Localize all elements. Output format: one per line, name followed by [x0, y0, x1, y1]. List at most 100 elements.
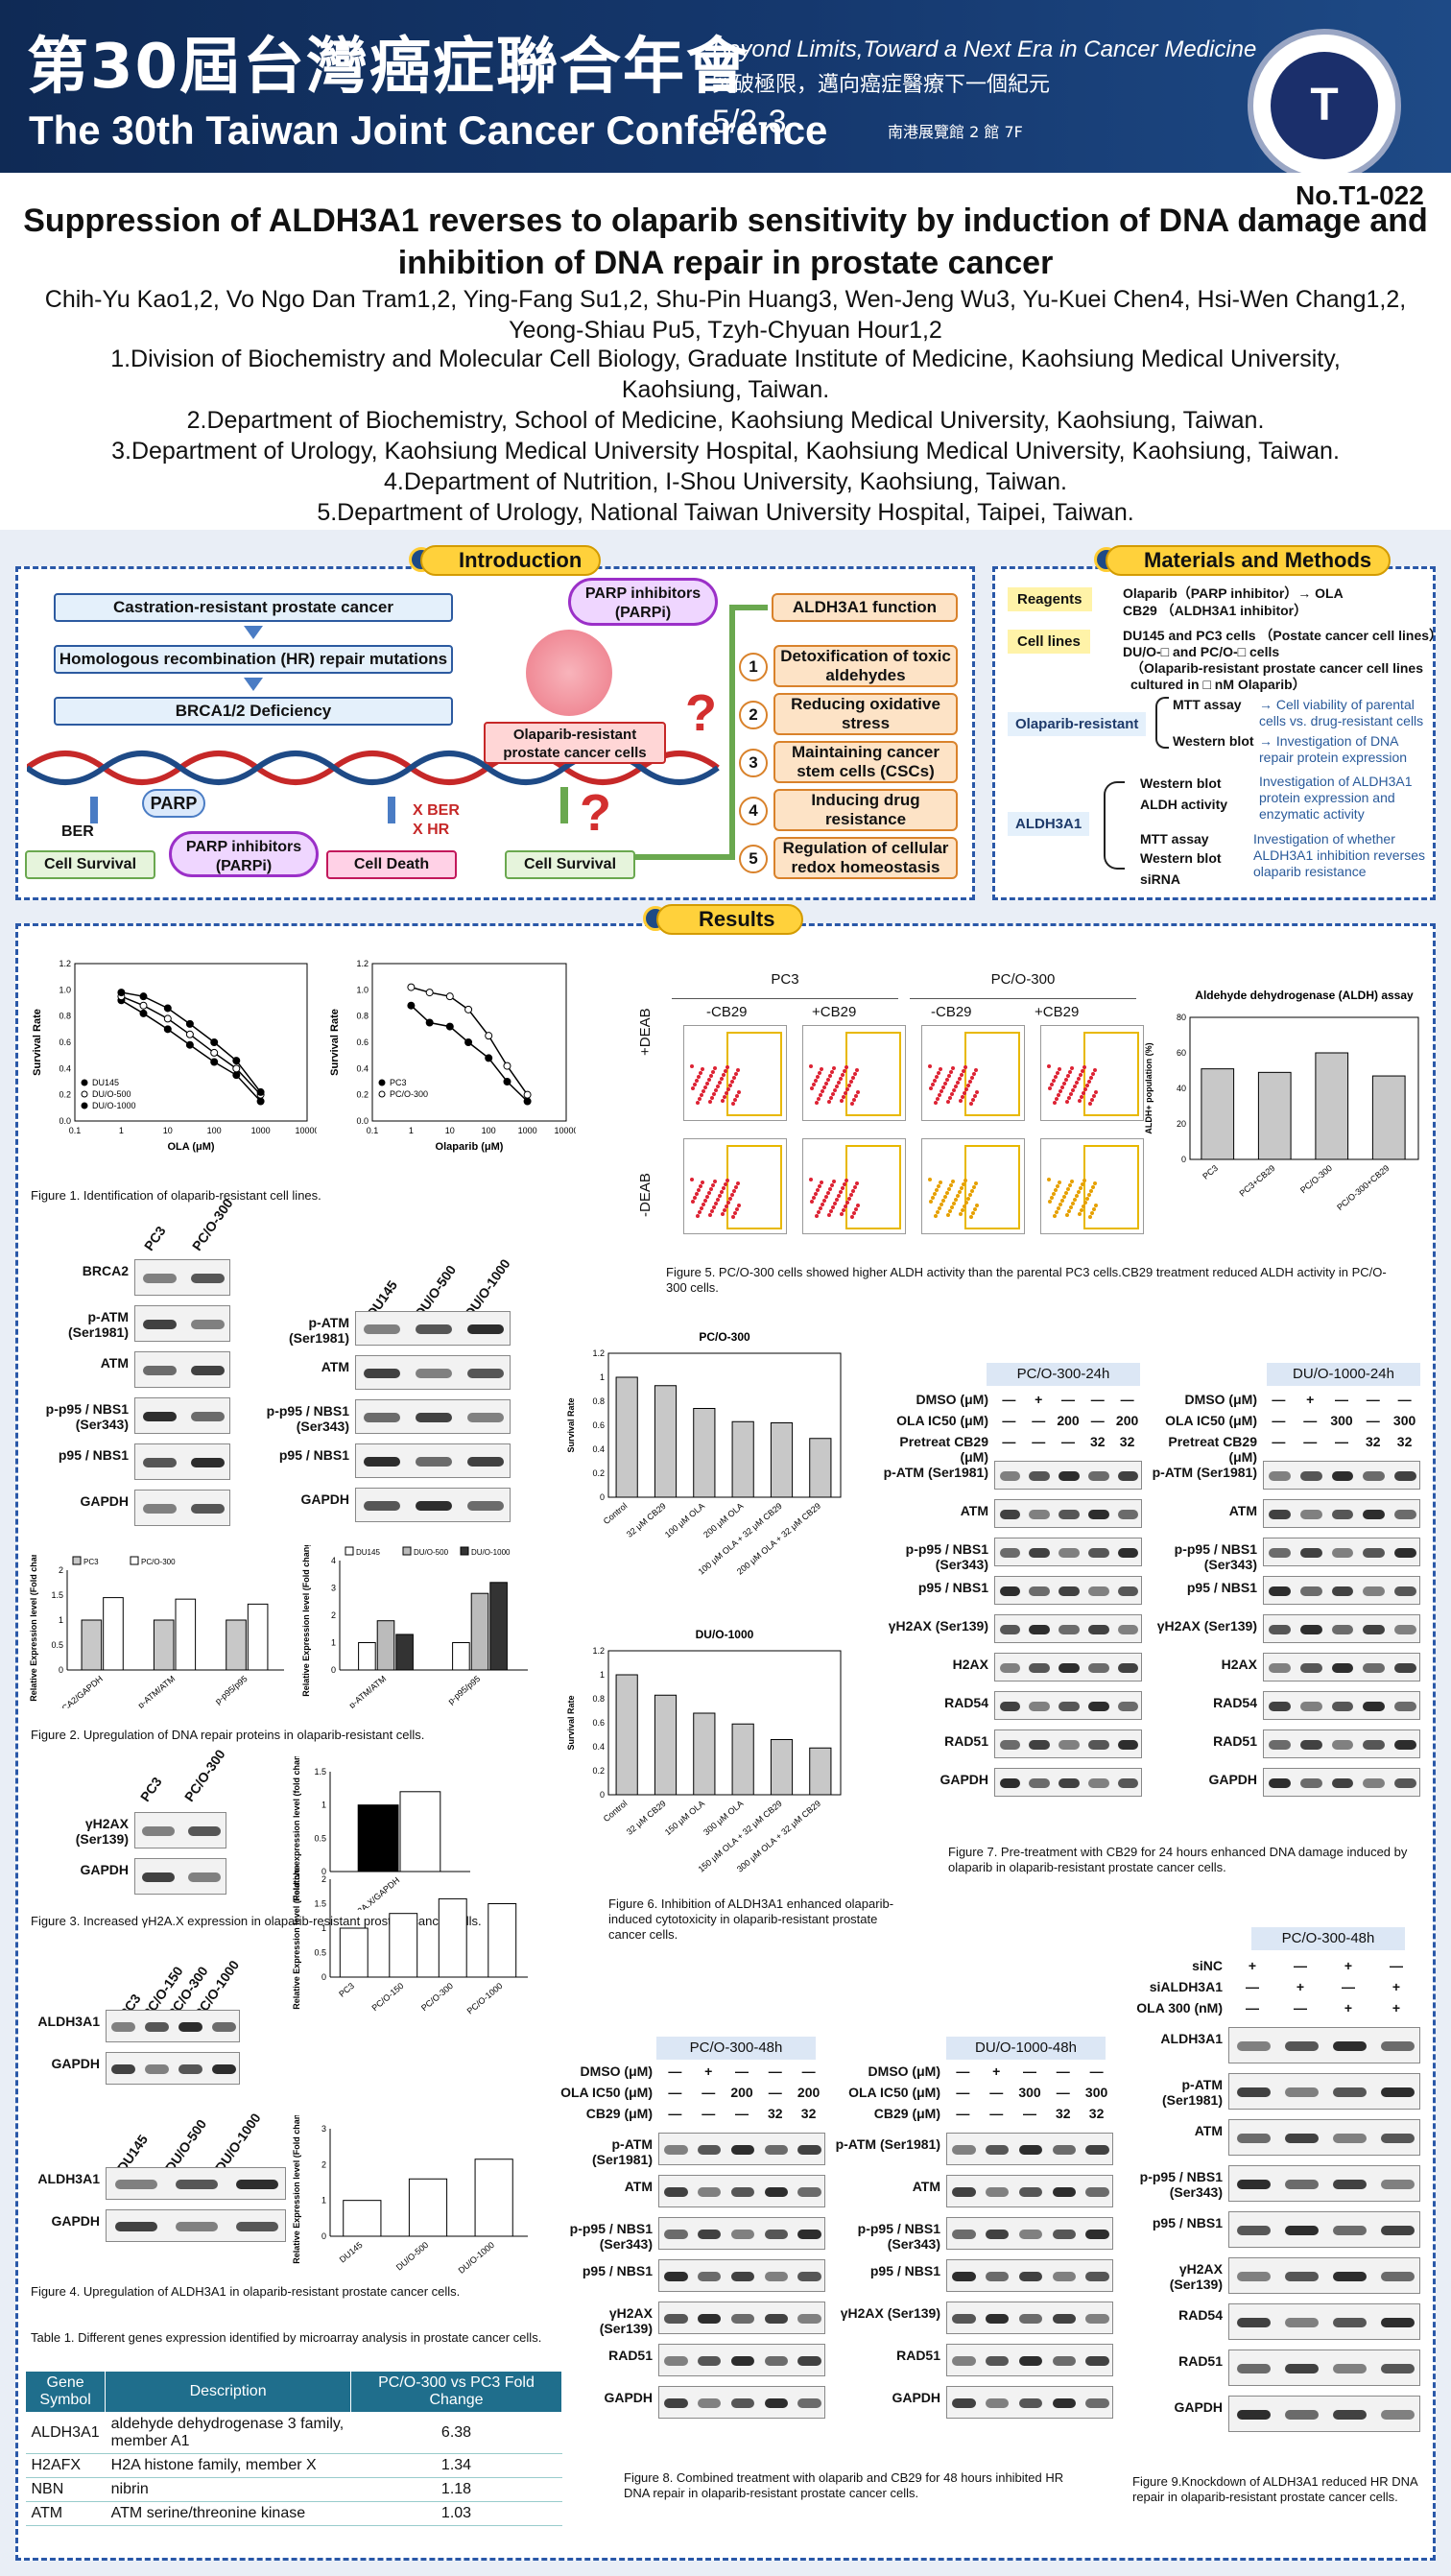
protein-band — [142, 1366, 177, 1375]
table-cell: H2AFX — [25, 2453, 106, 2478]
data-point — [139, 1001, 148, 1010]
figure-4d-chart: 0 1 2 3 Relative Expression level (Fold chan… — [292, 2115, 528, 2276]
event-dot — [716, 1198, 720, 1202]
blot-strip — [1228, 2119, 1420, 2156]
table-header: Gene Symbol — [24, 2371, 107, 2413]
protein-band — [1117, 1625, 1139, 1634]
y-tick-label: 80 — [1177, 1013, 1186, 1022]
protein-band — [698, 2187, 722, 2197]
title-block: No.T1-022 Suppression of ALDH3A1 reverse… — [0, 173, 1451, 530]
protein-band — [416, 1413, 452, 1422]
affiliation: 5.Department of Urology, National Taiwan… — [317, 499, 1134, 526]
event-dot — [939, 1067, 942, 1071]
x-tick-label: 32 μM CB29 — [625, 1501, 668, 1539]
conference-tagline-zh: 突破極限，邁向癌症醫療下一個紀元 — [712, 73, 1051, 97]
treatment-mark: + — [1344, 1958, 1353, 1973]
event-dot — [820, 1181, 823, 1184]
protein-band — [1052, 2230, 1076, 2239]
treatment-mark: — — [1334, 1392, 1348, 1407]
protein-band — [1052, 2272, 1076, 2281]
event-dot — [1056, 1071, 1059, 1075]
protein-band — [142, 1458, 177, 1467]
protein-band — [1363, 1625, 1386, 1634]
event-dot — [1093, 1068, 1097, 1072]
bar — [1201, 1068, 1235, 1160]
event-dot — [713, 1180, 717, 1183]
event-dot — [735, 1094, 739, 1098]
gate-box — [845, 1145, 901, 1229]
y-tick-label: 1.5 — [314, 1899, 326, 1909]
x-tick-label: p-p95/p95 — [446, 1674, 482, 1706]
event-dot — [711, 1183, 715, 1187]
table-cell: aldehyde dehydrogenase 3 family, member … — [105, 2412, 351, 2454]
event-dot — [1060, 1085, 1064, 1089]
y-tick-label: 60 — [1177, 1048, 1186, 1058]
event-dot — [691, 1086, 695, 1090]
x-tick-label: 100 — [482, 1126, 496, 1135]
event-dot — [1089, 1189, 1093, 1193]
event-dot — [847, 1197, 851, 1201]
poster-number: No.T1-022 — [1296, 180, 1424, 210]
x-tick-label: p-ATM/ATM — [347, 1674, 389, 1708]
table-cell: H2A histone family, member X — [105, 2453, 351, 2478]
event-dot — [1080, 1095, 1083, 1099]
event-dot — [724, 1069, 727, 1073]
y-tick-label: 1.2 — [592, 1348, 605, 1358]
protein-band — [1380, 2364, 1415, 2373]
event-dot — [819, 1093, 822, 1097]
protein-label: GAPDH — [1208, 1772, 1257, 1787]
bar — [809, 1747, 832, 1796]
protein-band — [467, 1413, 504, 1422]
event-dot — [810, 1086, 814, 1090]
protein-band — [797, 2145, 821, 2155]
blot-strip — [106, 2209, 286, 2242]
event-dot — [856, 1204, 860, 1207]
event-dot — [1093, 1181, 1097, 1185]
protein-band — [115, 2222, 158, 2231]
protein-band — [364, 1324, 400, 1334]
data-point — [407, 1001, 416, 1010]
protein-band — [1363, 1548, 1386, 1558]
y-tick-label: 1 — [321, 2196, 326, 2206]
protein-band — [1331, 1778, 1354, 1788]
figure-6-caption: Figure 6. Inhibition of ALDH3A1 enhanced… — [608, 1896, 894, 1942]
protein-band — [1059, 1663, 1080, 1673]
question-mark-icon: ? — [685, 684, 717, 742]
bar — [103, 1597, 124, 1671]
event-dot — [929, 1200, 933, 1204]
protein-band — [1088, 1510, 1109, 1519]
protein-label: p-p95 / NBS1 (Ser343) — [905, 1541, 988, 1572]
blot-strip — [134, 1812, 226, 1849]
y-tick-label: 0.2 — [356, 1090, 369, 1100]
event-dot — [1056, 1184, 1059, 1188]
event-dot — [948, 1209, 952, 1213]
protein-band — [1236, 2410, 1271, 2420]
protein-label: GAPDH — [1174, 2399, 1223, 2415]
protein-band — [1059, 1702, 1080, 1711]
figure-3-blot: γH2AX (Ser139) GAPDH — [38, 1812, 226, 1908]
data-point — [485, 1032, 493, 1040]
legend-label: DU/O-1000 — [471, 1548, 511, 1557]
plot-frame — [74, 963, 308, 1122]
y-tick-label: 1.5 — [314, 1767, 326, 1777]
protein-band — [1284, 2364, 1319, 2373]
protein-label: p-ATM (Ser1981) — [288, 1315, 349, 1346]
protein-band — [1394, 1625, 1417, 1634]
blot-strip — [1228, 2211, 1420, 2248]
blot-strip — [994, 1576, 1142, 1605]
treatment-label: OLA IC50 (μM) — [848, 2085, 940, 2100]
treatment-mark: + — [1392, 2000, 1401, 2015]
blot-strip — [946, 2175, 1113, 2207]
y-tick-label: 0.5 — [51, 1640, 63, 1650]
bar — [693, 1712, 716, 1796]
treatment-mark: 300 — [1084, 2085, 1108, 2100]
protein-band — [467, 1369, 504, 1378]
event-dot — [732, 1189, 736, 1193]
protein-label: RAD51 — [1213, 1733, 1257, 1749]
treatment-mark: — — [1022, 2106, 1036, 2121]
aldh-activity: ALDH activity — [1140, 797, 1228, 812]
protein-label: ATM — [321, 1359, 349, 1374]
treatment-mark: — — [1390, 1958, 1403, 1973]
protein-band — [698, 2145, 722, 2155]
